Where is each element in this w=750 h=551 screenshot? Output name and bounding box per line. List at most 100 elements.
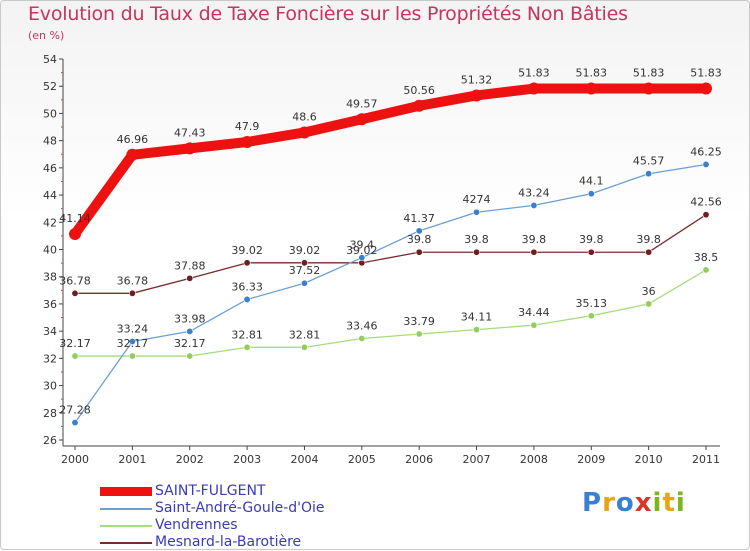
data-label: 43.24 xyxy=(518,186,550,199)
y-tick-label: 34 xyxy=(43,325,57,338)
data-label: 41.37 xyxy=(403,212,435,225)
data-label: 39.8 xyxy=(407,233,432,246)
data-point xyxy=(358,254,366,262)
data-label: 46.96 xyxy=(117,133,149,146)
data-point xyxy=(186,352,194,360)
data-point xyxy=(71,289,79,297)
y-tick-label: 32 xyxy=(43,352,57,365)
data-label: 34.44 xyxy=(518,306,550,319)
data-label: 46.25 xyxy=(690,145,722,158)
data-label: 36.78 xyxy=(117,274,149,287)
logo-letter: x xyxy=(634,488,653,518)
y-tick-label: 46 xyxy=(43,162,57,175)
data-point xyxy=(126,148,139,161)
legend-swatch xyxy=(100,487,152,496)
data-point xyxy=(243,343,251,351)
data-label: 32.17 xyxy=(174,337,206,350)
data-label: 49.57 xyxy=(346,97,378,110)
data-label: 34.11 xyxy=(461,311,493,324)
series-line xyxy=(74,163,707,424)
data-label: 51.83 xyxy=(633,67,665,80)
data-point xyxy=(243,295,251,303)
data-label: 32.17 xyxy=(117,337,149,350)
logo-letter: o xyxy=(615,488,635,518)
data-point xyxy=(69,227,81,240)
line-chart: 26 28 30 32 34 36 38 40 42 44 46 48 50 52 54 2000 2001 20… xyxy=(43,53,722,466)
data-label: 33.24 xyxy=(117,322,149,335)
data-point xyxy=(530,201,538,209)
series-line xyxy=(74,214,707,294)
series-layer xyxy=(69,82,712,427)
data-point xyxy=(183,142,196,155)
data-label: 32.81 xyxy=(289,328,321,341)
data-label: 39.02 xyxy=(231,244,263,257)
data-point xyxy=(642,82,655,95)
data-label: 4274 xyxy=(463,193,491,206)
data-point xyxy=(473,208,481,216)
logo-letter: P xyxy=(582,488,603,518)
proxiti-logo: Proxiti xyxy=(582,488,686,518)
data-label: 45.57 xyxy=(633,155,665,168)
data-point xyxy=(530,321,538,329)
y-tick-label: 36 xyxy=(43,298,57,311)
data-label: 37.88 xyxy=(174,259,206,272)
legend-swatch xyxy=(100,525,152,527)
data-point xyxy=(470,89,483,102)
legend-label: SAINT-FULGENT xyxy=(155,483,266,499)
y-tick-label: 30 xyxy=(43,380,57,393)
data-label: 38.5 xyxy=(694,251,719,264)
data-point xyxy=(645,248,653,256)
data-label: 51.83 xyxy=(518,67,550,80)
data-point xyxy=(702,160,710,168)
x-tick-label: 2009 xyxy=(577,453,605,466)
data-point xyxy=(300,279,308,287)
data-label: 33.79 xyxy=(403,315,435,328)
x-tick-label: 2008 xyxy=(520,453,548,466)
logo-letter: i xyxy=(652,488,663,518)
data-point xyxy=(415,227,423,235)
data-label: 39.02 xyxy=(289,244,321,257)
y-tick-label: 44 xyxy=(43,189,57,202)
x-tick-label: 2003 xyxy=(233,453,261,466)
data-point xyxy=(128,289,136,297)
data-point xyxy=(358,334,366,342)
logo-letter: i xyxy=(675,488,686,518)
data-label: 33.98 xyxy=(174,312,206,325)
data-point xyxy=(645,170,653,178)
unit-label: (en %) xyxy=(28,29,65,42)
data-point xyxy=(527,82,540,95)
chart-title: Evolution du Taux de Taxe Foncière sur l… xyxy=(28,3,628,25)
series-line xyxy=(70,83,711,239)
x-tick-label: 2000 xyxy=(61,453,89,466)
data-label: 39.8 xyxy=(636,233,661,246)
y-tick-label: 50 xyxy=(43,107,57,120)
data-point xyxy=(415,330,423,338)
data-label-layer: 41.14 46.96 47.43 47.9 48.6 49.57 50.56 51.32 51… xyxy=(59,67,722,417)
series-line xyxy=(74,269,707,357)
data-label: 37.52 xyxy=(289,264,321,277)
data-point xyxy=(355,113,368,126)
data-point xyxy=(702,211,710,219)
data-point xyxy=(415,248,423,256)
data-point xyxy=(587,190,595,198)
data-label: 36.78 xyxy=(59,274,91,287)
data-label: 51.83 xyxy=(690,67,722,80)
data-label: 39.8 xyxy=(579,233,604,246)
logo-letter: r xyxy=(602,488,616,518)
y-tick-label: 26 xyxy=(43,434,57,447)
data-point xyxy=(413,99,426,112)
data-label: 27.28 xyxy=(59,404,91,417)
data-label: 42.56 xyxy=(690,196,722,209)
y-tick-label: 54 xyxy=(43,53,57,66)
x-tick-label: 2006 xyxy=(405,453,433,466)
data-label: 36.33 xyxy=(231,280,263,293)
y-tick-label: 48 xyxy=(43,135,57,148)
data-label: 44.1 xyxy=(579,175,604,188)
y-tick-label: 42 xyxy=(43,216,57,229)
data-point xyxy=(473,248,481,256)
data-point xyxy=(71,419,79,427)
data-point xyxy=(186,274,194,282)
x-tick-label: 2004 xyxy=(290,453,318,466)
data-label: 36 xyxy=(642,285,656,298)
data-point xyxy=(587,248,595,256)
